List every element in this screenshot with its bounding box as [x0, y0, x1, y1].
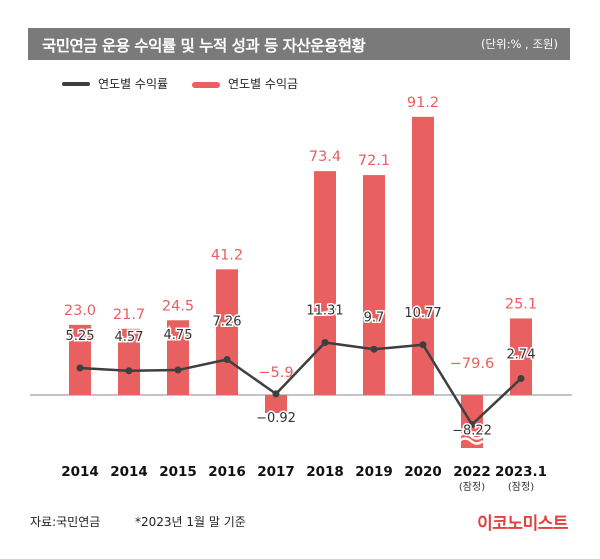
- return-rate-label: −0.92: [256, 411, 296, 426]
- return-rate-point: [76, 364, 84, 372]
- bar-2019-6: [363, 175, 385, 395]
- x-tick-label: 2016: [208, 464, 246, 480]
- x-tick-sublabel: (잠정): [459, 481, 485, 493]
- bar-value-label: 72.1: [358, 153, 390, 169]
- x-tick-label: 2014: [110, 464, 148, 480]
- x-tick-label: 2023.1: [495, 464, 547, 480]
- chart-title: 국민연금 운용 수익률 및 누적 성과 등 자산운용현황: [42, 37, 366, 55]
- legend-bar-swatch: [192, 82, 220, 88]
- footnote: *2023년 1월 말 기준: [135, 515, 246, 529]
- x-tick-label: 2015: [159, 464, 197, 480]
- return-rate-point: [517, 374, 525, 382]
- legend-line-swatch: [62, 82, 90, 86]
- return-rate-label: −8.22: [452, 424, 492, 439]
- x-tick-label: 2022: [453, 464, 491, 480]
- return-rate-label: 9.7: [364, 310, 385, 325]
- return-rate-point: [223, 356, 231, 364]
- return-rate-label: 2.74: [507, 347, 536, 362]
- x-tick-sublabel: (잠정): [508, 481, 534, 493]
- return-rate-line: [79, 341, 522, 426]
- x-tick-label: 2020: [404, 464, 442, 480]
- x-tick-label: 2018: [306, 464, 344, 480]
- bar-value-label: −5.9: [258, 365, 293, 381]
- axis-break-mark: [458, 432, 484, 440]
- return-rate-point: [272, 390, 280, 398]
- bar-value-label: −79.6: [450, 356, 494, 372]
- bar-2015-2: [167, 320, 189, 395]
- return-rate-point: [174, 366, 182, 374]
- unit-label: (단위:% , 조원): [480, 37, 558, 51]
- brand-logo: 이코노미스트: [477, 514, 568, 534]
- return-rate-label: 10.77: [404, 306, 441, 321]
- return-rate-point: [125, 367, 133, 375]
- bar-value-label: 91.2: [407, 95, 439, 111]
- x-tick-label: 2014: [61, 464, 99, 480]
- bar-2014-0: [69, 324, 91, 395]
- bar-2014-1: [118, 328, 140, 395]
- bar-value-label: 24.5: [162, 298, 194, 314]
- axis-break-mark: [458, 437, 484, 445]
- bar-value-label: 73.4: [309, 149, 341, 165]
- x-tick-label: 2017: [257, 464, 295, 480]
- bar-2023.1-9: [510, 318, 532, 395]
- title-bar: 국민연금 운용 수익률 및 누적 성과 등 자산운용현황 (단위:% , 조원): [28, 28, 570, 60]
- bar-2018-5: [314, 171, 336, 395]
- bar-value-label: 23.0: [64, 303, 96, 319]
- source-note: 자료:국민연금: [30, 515, 101, 529]
- return-rate-label: 11.31: [306, 303, 343, 318]
- bar-2017-4: [265, 395, 287, 413]
- legend-bar-label: 연도별 수익금: [228, 77, 299, 91]
- bar-value-label: 21.7: [113, 307, 145, 323]
- return-rate-point: [321, 338, 329, 346]
- return-rate-label: 4.57: [115, 330, 144, 345]
- bar-2020-7: [412, 116, 434, 395]
- bar-value-label: 41.2: [211, 247, 243, 263]
- return-rate-point: [468, 421, 476, 429]
- legend-line-label: 연도별 수익률: [98, 77, 169, 91]
- return-rate-point: [370, 345, 378, 353]
- return-rate-label: 4.75: [164, 328, 193, 343]
- return-rate-label: 7.26: [213, 315, 242, 330]
- return-rate-label: 5.25: [66, 329, 95, 344]
- return-rate-point: [419, 341, 427, 349]
- x-tick-label: 2019: [355, 464, 393, 480]
- bar-value-label: 25.1: [505, 296, 537, 312]
- bar-2016-3: [216, 269, 238, 395]
